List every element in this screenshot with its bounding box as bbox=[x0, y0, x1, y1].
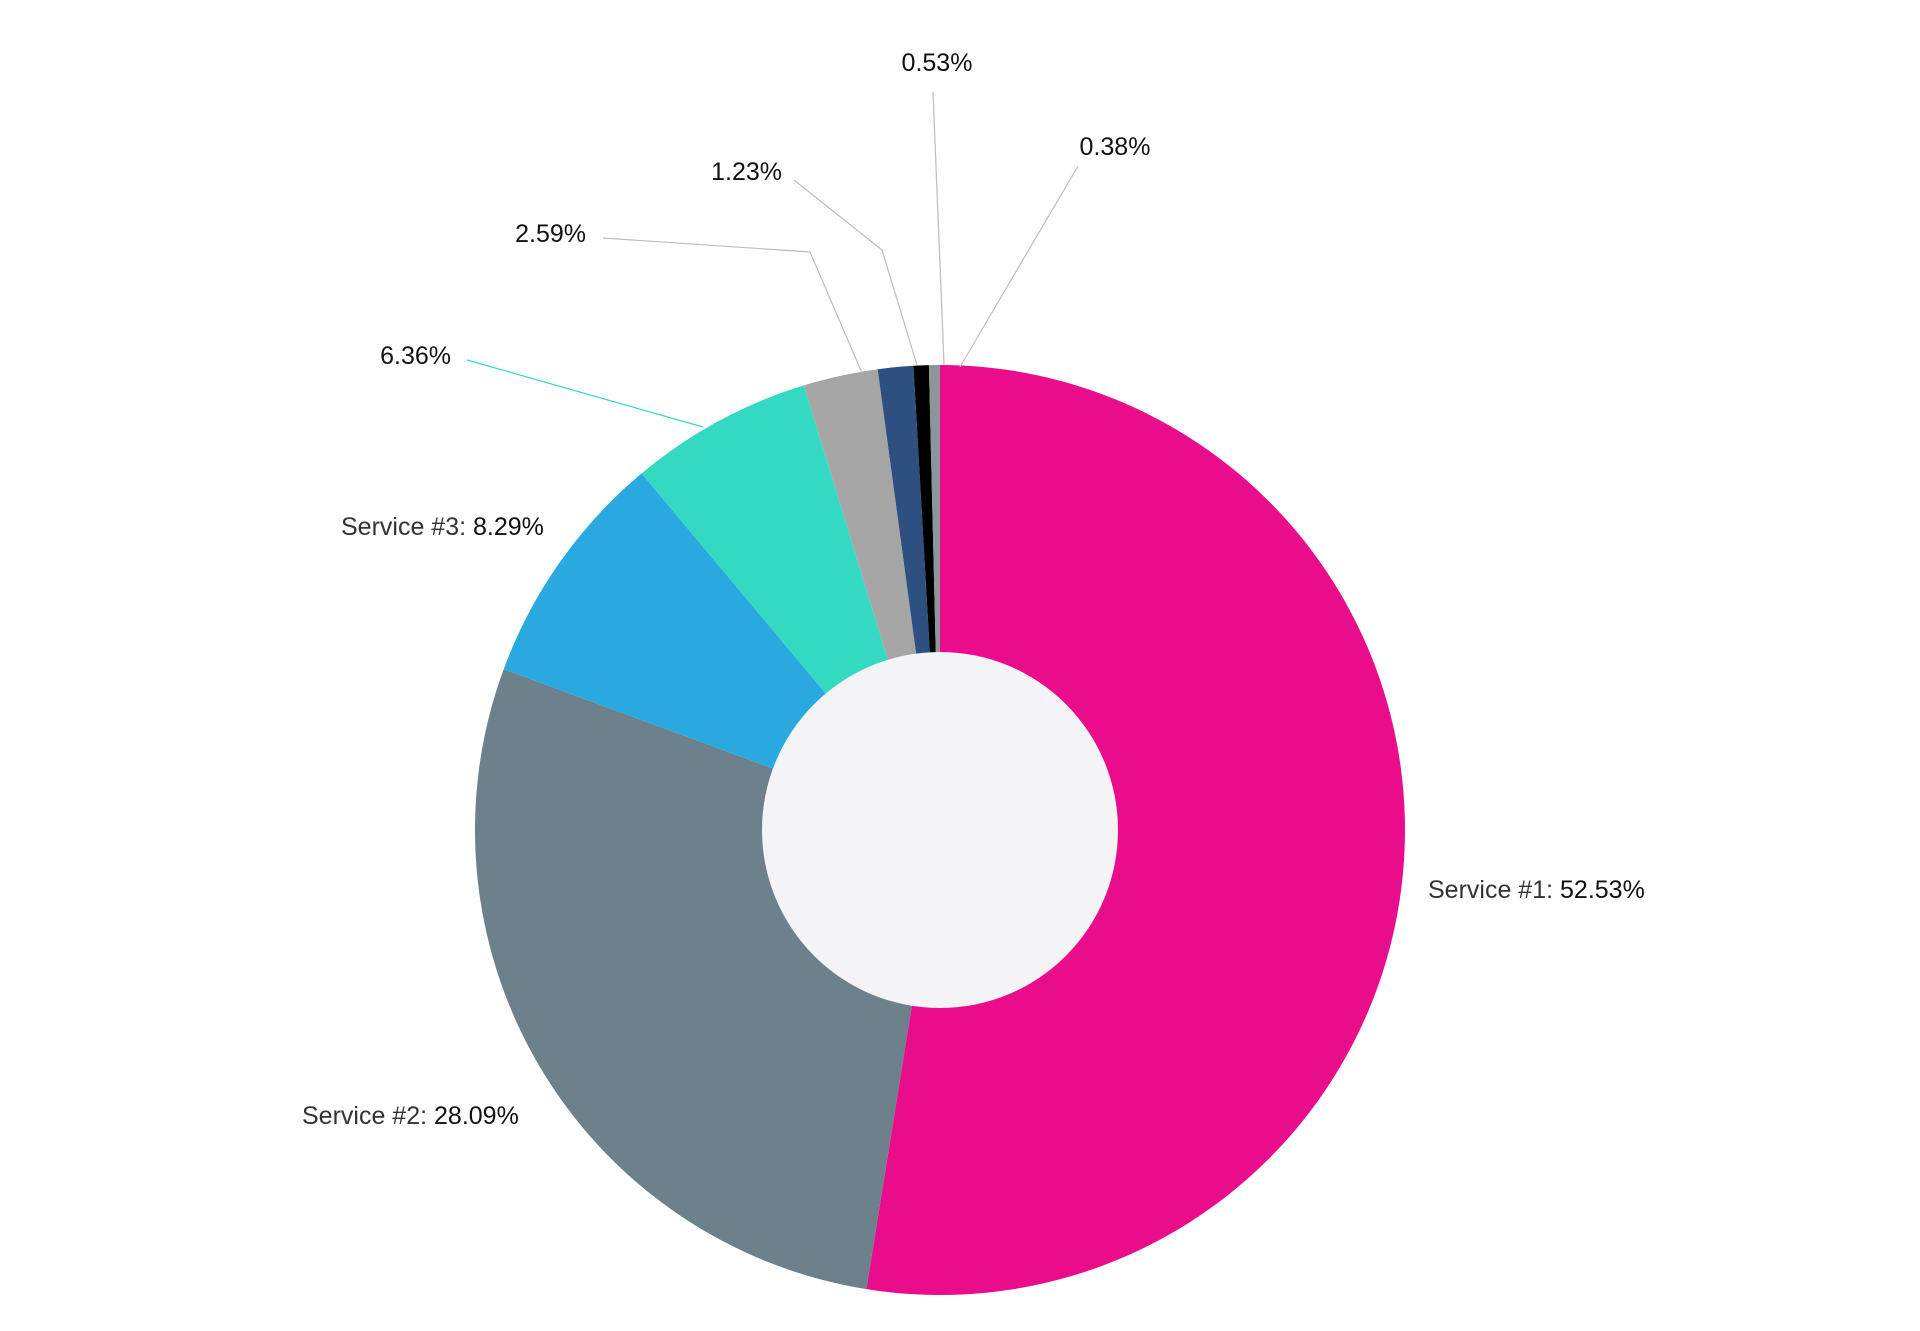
leader-line-5 bbox=[602, 237, 863, 374]
slice-label-value-8: 0.38% bbox=[1080, 133, 1151, 161]
leader-line-7 bbox=[932, 91, 945, 365]
slice-label-name-2: Service #2: bbox=[302, 1102, 434, 1130]
donut-slice-1 bbox=[866, 365, 1405, 1295]
leader-line-4 bbox=[466, 359, 704, 428]
slice-label-value-7: 0.53% bbox=[902, 49, 973, 77]
slice-label-5: 2.59% bbox=[515, 220, 586, 248]
leader-lines bbox=[466, 91, 1079, 428]
slice-label-value-5: 2.59% bbox=[515, 220, 586, 248]
slice-label-3: Service #3: 8.29% bbox=[341, 513, 544, 541]
slice-label-6: 1.23% bbox=[711, 158, 782, 186]
leader-line-8 bbox=[959, 165, 1079, 368]
slice-label-4: 6.36% bbox=[380, 342, 451, 370]
donut-center bbox=[762, 652, 1118, 1008]
slice-label-7: 0.53% bbox=[902, 49, 973, 77]
slice-label-value-4: 6.36% bbox=[380, 342, 451, 370]
slice-label-value-1: 52.53% bbox=[1560, 876, 1645, 904]
leader-line-6 bbox=[793, 179, 918, 366]
slice-label-name-3: Service #3: bbox=[341, 513, 473, 541]
slice-label-value-3: 8.29% bbox=[473, 513, 544, 541]
slice-label-2: Service #2: 28.09% bbox=[302, 1102, 519, 1130]
slice-label-1: Service #1: 52.53% bbox=[1428, 876, 1645, 904]
slice-labels: Service #1: 52.53%Service #2: 28.09%Serv… bbox=[302, 49, 1645, 1130]
slice-label-value-2: 28.09% bbox=[434, 1102, 519, 1130]
slice-label-value-6: 1.23% bbox=[711, 158, 782, 186]
slice-label-8: 0.38% bbox=[1080, 133, 1151, 161]
slice-label-name-1: Service #1: bbox=[1428, 876, 1560, 904]
